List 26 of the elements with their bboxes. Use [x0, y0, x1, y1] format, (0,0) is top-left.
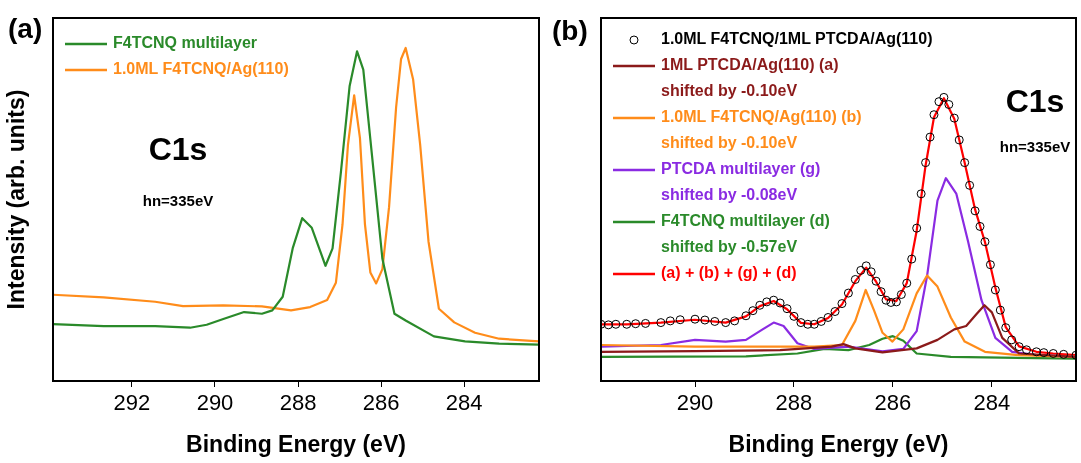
legend-label: PTCDA multilayer (g) shifted by -0.08eV [661, 160, 821, 204]
x-tick-label: 292 [113, 390, 151, 416]
x-tick-label: 284 [445, 390, 483, 416]
x-tick-label: 290 [196, 390, 234, 416]
x-axis-title: Binding Energy (eV) [186, 430, 406, 457]
legend-label: 1.0ML F4TCNQ/Ag(110) (b) shifted by -0.10eV [661, 108, 862, 152]
x-axis-title: Binding Energy (eV) [728, 430, 949, 457]
legend-label: 1ML PTCDA/Ag(110) (a) shifted by -0.10eV [661, 56, 839, 100]
text: (a) [8, 13, 43, 44]
legend-label: 1.0ML F4TCNQ/Ag(110) [113, 60, 289, 78]
x-tick-label: 284 [973, 390, 1011, 416]
legend-label: 1.0ML F4TCNQ/1ML PTCDA/Ag(110) [661, 30, 933, 48]
annotation: C1s [1005, 83, 1065, 119]
annotation: hn=335eV [142, 192, 214, 209]
x-tick-label: 286 [874, 390, 912, 416]
text: (b) [552, 15, 588, 46]
x-tick-label: 288 [279, 390, 317, 416]
legend-label: F4TCNQ multilayer [113, 34, 258, 52]
y-axis-title: Intensity (arb. units) [3, 89, 30, 310]
annotation: hn=335eV [999, 138, 1071, 155]
x-tick-label: 288 [775, 390, 813, 416]
legend-label: F4TCNQ multilayer (d) shifted by -0.57eV [661, 212, 830, 256]
x-tick-label: 290 [676, 390, 714, 416]
x-tick-label: 286 [362, 390, 400, 416]
annotation: C1s [148, 131, 208, 167]
legend-label: (a) + (b) + (g) + (d) [661, 264, 797, 282]
